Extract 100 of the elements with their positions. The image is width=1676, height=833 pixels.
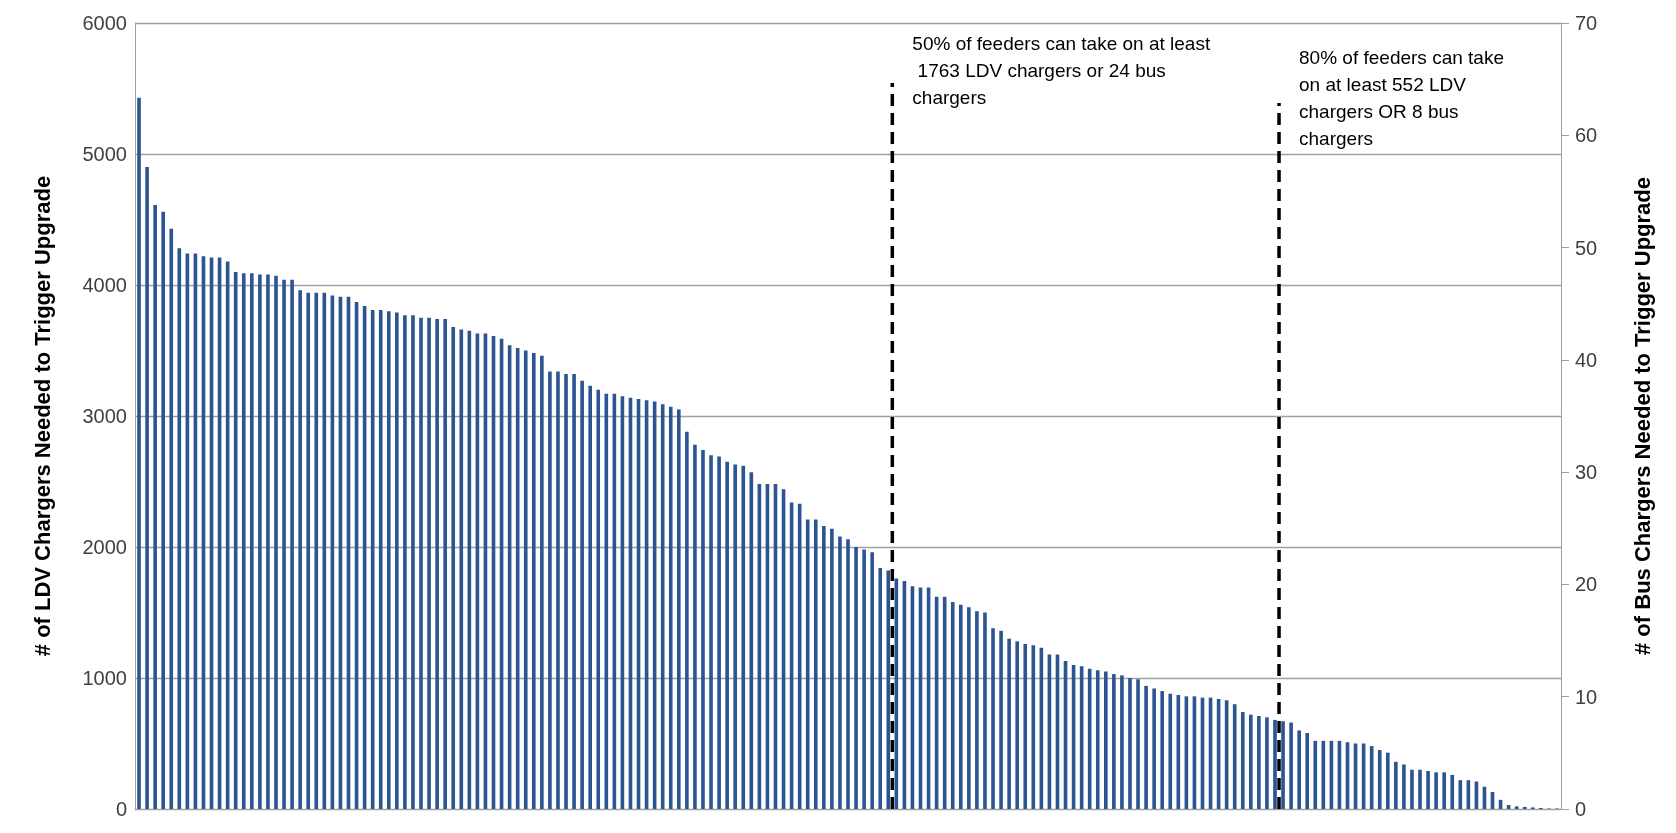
bar	[693, 444, 697, 809]
bar	[838, 536, 842, 809]
bar	[886, 570, 891, 809]
bar	[983, 612, 987, 809]
bar	[523, 350, 528, 809]
bar	[1522, 806, 1527, 809]
bar	[1281, 721, 1285, 809]
bar	[1514, 806, 1519, 809]
bar	[741, 465, 746, 809]
bar	[846, 539, 850, 809]
bar	[459, 329, 464, 809]
bar	[677, 409, 681, 809]
y-tick-label: 6000	[82, 12, 127, 34]
bar	[564, 374, 568, 809]
bar	[378, 309, 383, 809]
bar	[548, 371, 552, 809]
bar	[145, 167, 149, 809]
y2-tick-label: 50	[1575, 236, 1598, 259]
bar	[596, 389, 601, 809]
bar	[967, 607, 971, 809]
bar	[427, 317, 431, 809]
bar	[1377, 750, 1382, 809]
bar	[870, 552, 874, 809]
bar	[1410, 769, 1414, 809]
bar	[1289, 722, 1293, 809]
bar	[1128, 678, 1132, 809]
y-tick-label: 4000	[82, 274, 127, 296]
bar	[169, 228, 174, 809]
bar	[314, 292, 319, 809]
bar	[580, 380, 584, 809]
bar	[1023, 643, 1028, 809]
bar	[950, 602, 955, 809]
y-tick-label: 1000	[82, 667, 127, 689]
bar	[1442, 772, 1446, 809]
annotation: 80% of feeders can take on at least 552 LDV chargers OR 8 bus chargers	[1299, 47, 1510, 149]
bar	[282, 279, 286, 809]
bar	[1426, 771, 1430, 809]
bar	[668, 406, 673, 809]
bar	[813, 519, 818, 809]
y2-tick-label: 60	[1575, 124, 1598, 147]
bar	[588, 385, 592, 809]
bar	[233, 271, 238, 809]
bar	[1257, 715, 1261, 809]
bar	[274, 275, 278, 809]
bar	[250, 273, 254, 809]
bar	[854, 547, 858, 809]
bar	[862, 549, 866, 809]
bar	[1458, 780, 1463, 809]
bar	[1120, 675, 1124, 809]
y-axis-title: # of LDV Chargers Needed to Trigger Upgrade	[29, 175, 55, 657]
bar	[733, 464, 738, 809]
bar	[830, 528, 834, 809]
bar	[137, 97, 141, 809]
bar	[1144, 685, 1148, 809]
bar	[1112, 674, 1116, 809]
bar	[531, 353, 536, 809]
bar	[177, 248, 182, 809]
bar	[1007, 638, 1011, 809]
y-tick-label: 2000	[82, 536, 127, 558]
y-tick-label: 0	[115, 798, 127, 820]
bar	[725, 461, 729, 809]
bar	[241, 273, 246, 809]
bar	[1385, 752, 1390, 809]
bar	[604, 393, 609, 809]
bar	[1095, 670, 1100, 809]
bar	[153, 205, 157, 809]
bar	[1136, 679, 1140, 809]
y2-axis-title: # of Bus Chargers Needed to Trigger Upgrade	[1629, 177, 1655, 655]
bar	[660, 404, 665, 809]
bar	[1297, 730, 1301, 809]
bar	[1434, 772, 1438, 809]
y2-tick-label: 70	[1575, 12, 1598, 34]
bar	[1031, 645, 1036, 809]
bar	[1015, 641, 1019, 809]
bar	[290, 279, 294, 809]
bar	[419, 317, 423, 809]
bar	[266, 274, 270, 809]
bar	[556, 371, 560, 809]
bar	[386, 311, 391, 809]
bar	[540, 355, 544, 809]
bar	[1232, 704, 1237, 809]
bar	[258, 274, 262, 809]
bar	[1160, 691, 1165, 809]
y-tick-label: 3000	[82, 405, 127, 427]
bar	[395, 312, 399, 809]
bar	[709, 455, 713, 809]
bar	[878, 567, 883, 809]
bar	[999, 630, 1003, 809]
bar	[435, 319, 439, 809]
bar	[1240, 712, 1245, 809]
bar	[1450, 774, 1455, 809]
y-tick-label: 5000	[82, 143, 127, 165]
bar	[572, 374, 576, 809]
bar	[1418, 769, 1422, 809]
bar	[161, 211, 166, 809]
bar	[1152, 688, 1156, 809]
bar	[298, 290, 302, 809]
bar	[685, 431, 689, 809]
bar	[975, 611, 979, 809]
bar	[1305, 733, 1310, 809]
